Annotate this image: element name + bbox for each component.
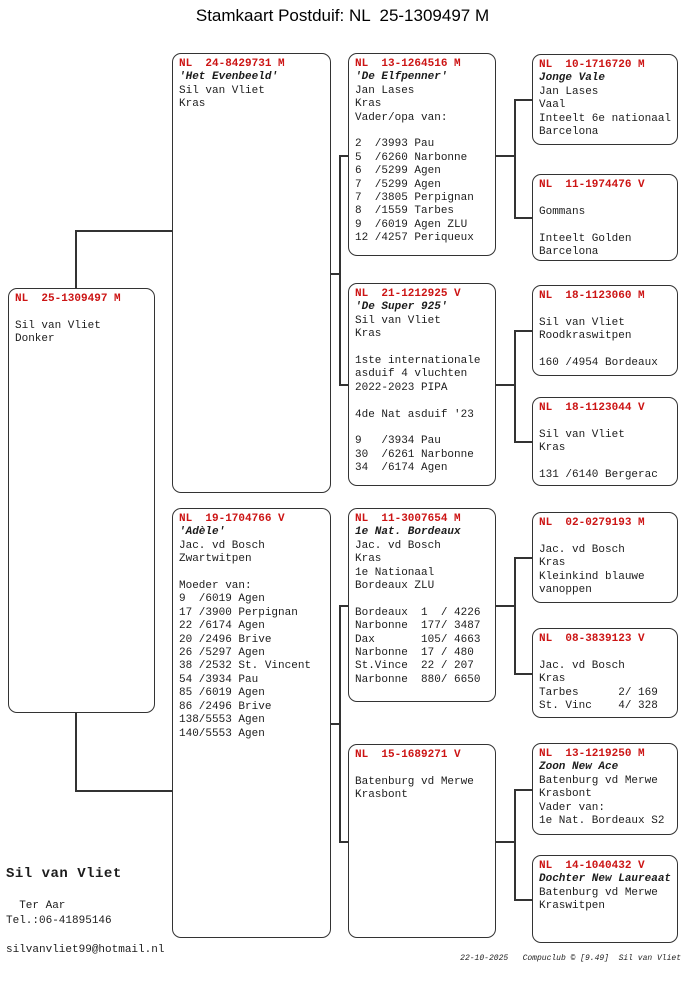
pedigree-box-gg6: NL 08-3839123 V Jac. vd Bosch Kras Tarbe… xyxy=(532,628,678,718)
ring-number: NL 11-1974476 V xyxy=(539,179,645,191)
ring-number: NL 21-1212925 V xyxy=(355,288,461,300)
ring-number: NL 24-8429731 M xyxy=(179,58,285,70)
pigeon-details: Batenburg vd Merwe Krasbont xyxy=(355,775,474,802)
pigeon-name: 'Adèle' xyxy=(179,526,226,539)
ring-number: NL 11-3007654 M xyxy=(355,513,461,525)
pigeon-name xyxy=(15,306,151,319)
ring-number: NL 08-3839123 V xyxy=(539,633,645,645)
pedigree-box-sire: NL 24-8429731 M 'Het Evenbeeld' Sil van … xyxy=(172,53,331,493)
ring-number: NL 15-1689271 V xyxy=(355,749,461,761)
pigeon-name: 'De Elfpenner' xyxy=(355,71,448,84)
ring-number: NL 18-1123044 V xyxy=(539,402,645,414)
connector-to-dam-sire xyxy=(339,605,348,607)
ring-number: NL 10-1716720 M xyxy=(539,59,645,71)
ring-number: NL 13-1264516 M xyxy=(355,58,461,70)
pigeon-details: Sil van Vliet Kras 131 /6140 Bergerac xyxy=(539,428,658,482)
pedigree-box-gg2: NL 11-1974476 V Gommans Inteelt Golden B… xyxy=(532,174,678,261)
connector-subject-top-vertical xyxy=(75,230,77,288)
connector-dam-vertical xyxy=(339,605,341,842)
pedigree-box-gg5: NL 02-0279193 M Jac. vd Bosch Kras Klein… xyxy=(532,512,678,603)
connector-to-gg4 xyxy=(514,441,532,443)
connector-damsire-stub xyxy=(496,605,515,607)
ring-number: NL 13-1219250 M xyxy=(539,748,645,760)
pedigree-box-gg4: NL 18-1123044 V Sil van Vliet Kras 131 /… xyxy=(532,397,678,486)
connector-damdam-vertical xyxy=(514,789,516,900)
pigeon-name: 'De Super 925' xyxy=(355,301,448,314)
pigeon-name xyxy=(539,415,674,428)
connector-dam-stub xyxy=(331,723,340,725)
connector-to-gg5 xyxy=(514,557,532,559)
pedigree-box-sire-dam: NL 21-1212925 V 'De Super 925' Sil van V… xyxy=(348,283,496,486)
ring-number: NL 19-1704766 V xyxy=(179,513,285,525)
connector-siresire-stub xyxy=(496,155,515,157)
pigeon-details: Sil van Vliet Donker xyxy=(15,319,101,346)
ring-number: NL 25-1309497 M xyxy=(15,293,121,305)
page-title: Stamkaart Postduif: NL 25-1309497 M xyxy=(195,6,490,25)
pigeon-details: Batenburg vd Merwe Krasbont Vader van: 1… xyxy=(539,774,665,828)
owner-name: Sil van Vliet xyxy=(6,866,122,882)
pigeon-details: Jac. vd Bosch Kras Tarbes 2/ 169 St. Vin… xyxy=(539,659,658,713)
pigeon-name xyxy=(539,303,674,316)
pigeon-details: Jac. vd Bosch Kras 1e Nationaal Bordeaux… xyxy=(355,539,481,686)
pigeon-name: Zoon New Ace xyxy=(539,761,619,774)
pigeon-name: Jonge Vale xyxy=(539,72,606,85)
pedigree-box-dam-dam: NL 15-1689271 V Batenburg vd Merwe Krasb… xyxy=(348,744,496,938)
connector-to-gg2 xyxy=(514,217,532,219)
pigeon-name: Dochter New Laureaat xyxy=(539,873,672,886)
pigeon-details: Jac. vd Bosch Kras Kleinkind blauwe vano… xyxy=(539,543,645,597)
connector-to-gg6 xyxy=(514,673,532,675)
pedigree-box-dam-sire: NL 11-3007654 M 1e Nat. Bordeaux Jac. vd… xyxy=(348,508,496,702)
pedigree-box-gg3: NL 18-1123060 M Sil van Vliet Roodkraswi… xyxy=(532,285,678,376)
pedigree-box-sire-sire: NL 13-1264516 M 'De Elfpenner' Jan Lases… xyxy=(348,53,496,256)
pigeon-details: Sil van Vliet Roodkraswitpen 160 /4954 B… xyxy=(539,316,658,370)
pigeon-name: 'Het Evenbeeld' xyxy=(179,71,279,84)
pigeon-details: Sil van Vliet Kras xyxy=(179,84,265,111)
pedigree-box-dam: NL 19-1704766 V 'Adèle' Jac. vd Bosch Zw… xyxy=(172,508,331,938)
footer-credit: 22-10-2025 Compuclub © [9.49] Sil van Vl… xyxy=(460,954,681,963)
owner-contact: Ter Aar Tel.:06-41895146 silvanvliet99@h… xyxy=(6,900,165,956)
connector-to-gg1 xyxy=(514,99,532,101)
pigeon-details: Gommans Inteelt Golden Barcelona xyxy=(539,205,632,259)
pigeon-details: Jan Lases Kras Vader/opa van: 2 /3993 Pa… xyxy=(355,84,474,245)
pedigree-box-gg8: NL 14-1040432 V Dochter New Laureaat Bat… xyxy=(532,855,678,943)
pigeon-details: Jac. vd Bosch Zwartwitpen Moeder van: 9 … xyxy=(179,539,312,740)
pigeon-name: 1e Nat. Bordeaux xyxy=(355,526,461,539)
ring-number: NL 14-1040432 V xyxy=(539,860,645,872)
pigeon-name xyxy=(539,530,674,543)
pigeon-details: Batenburg vd Merwe Kraswitpen xyxy=(539,886,658,913)
connector-sire-vertical xyxy=(339,155,341,385)
connector-damsire-vertical xyxy=(514,557,516,674)
connector-to-sire-dam xyxy=(339,384,348,386)
pigeon-details: Sil van Vliet Kras 1ste internationale a… xyxy=(355,314,481,475)
connector-siredam-stub xyxy=(496,384,515,386)
connector-subject-bottom-vertical xyxy=(75,713,77,790)
connector-to-dam xyxy=(75,790,172,792)
ring-number: NL 18-1123060 M xyxy=(539,290,645,302)
pigeon-name xyxy=(539,646,674,659)
pedigree-box-subject: NL 25-1309497 M Sil van Vliet Donker xyxy=(8,288,155,713)
pigeon-details: Jan Lases Vaal Inteelt 6e nationaal Barc… xyxy=(539,85,672,139)
connector-to-sire-sire xyxy=(339,155,348,157)
pigeon-name xyxy=(539,192,674,205)
ring-number: NL 02-0279193 M xyxy=(539,517,645,529)
connector-to-gg7 xyxy=(514,789,532,791)
connector-to-dam-dam xyxy=(339,841,348,843)
connector-sire-stub xyxy=(331,273,340,275)
connector-siresire-vertical xyxy=(514,99,516,218)
connector-damdam-stub xyxy=(496,841,515,843)
connector-siredam-vertical xyxy=(514,330,516,442)
pedigree-box-gg7: NL 13-1219250 M Zoon New Ace Batenburg v… xyxy=(532,743,678,835)
pedigree-box-gg1: NL 10-1716720 M Jonge Vale Jan Lases Vaa… xyxy=(532,54,678,145)
pigeon-name xyxy=(355,762,492,775)
connector-to-sire xyxy=(75,230,172,232)
connector-to-gg8 xyxy=(514,899,532,901)
connector-to-gg3 xyxy=(514,330,532,332)
